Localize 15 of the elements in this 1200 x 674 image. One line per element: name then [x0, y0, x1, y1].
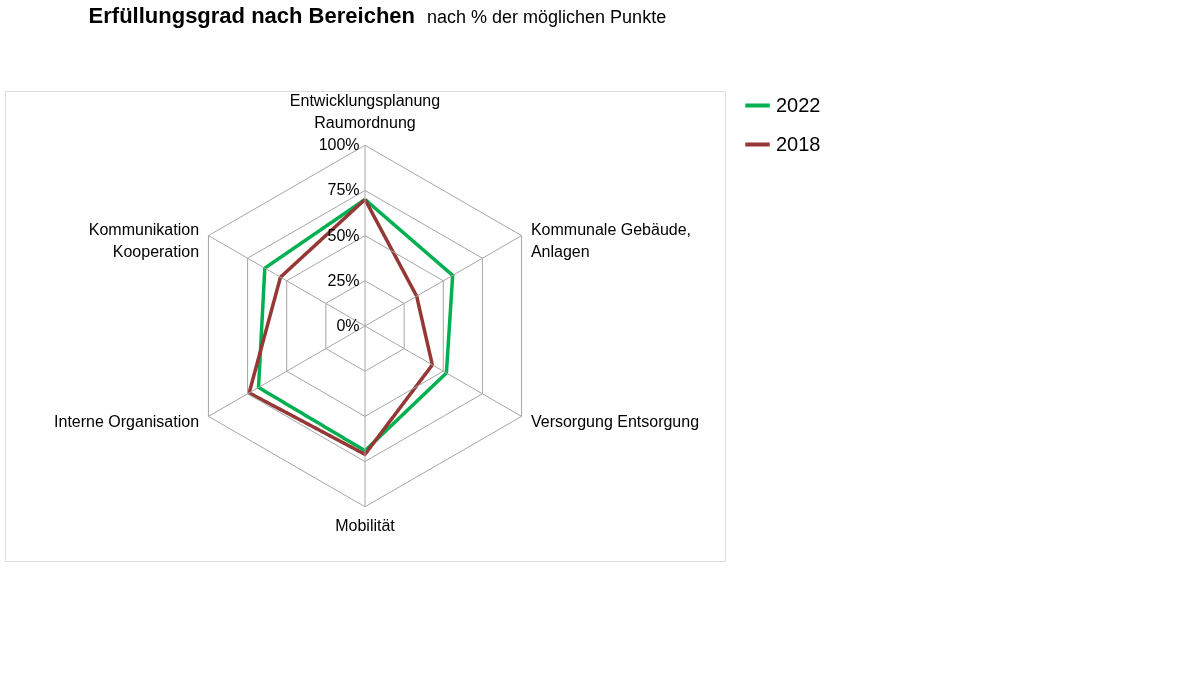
- y-tick-label: 25%: [327, 271, 360, 289]
- spoke-label: Interne Organisation: [54, 412, 200, 430]
- y-tick-label: 0%: [336, 317, 360, 334]
- chart-title: Erfüllungsgrad nach Bereichen: [88, 3, 415, 28]
- y-tick-label: 50%: [327, 226, 360, 244]
- legend-label: 2022: [776, 93, 821, 116]
- y-tick-label: 75%: [327, 181, 360, 199]
- spoke-label: Kommunikation Kooperation: [88, 221, 200, 261]
- legend-label: 2018: [776, 132, 821, 155]
- spoke-label: Versorgung Entsorgung: [530, 412, 700, 430]
- chart-subtitle: nach % der möglichen Punkte: [427, 7, 667, 27]
- spoke-label: Kommunale Gebäude, Anlagen: [530, 221, 692, 261]
- spoke-label: Entwicklungsplanung Raumordnung: [289, 92, 441, 132]
- spoke-label: Mobilität: [335, 516, 396, 534]
- y-tick-label: 100%: [318, 136, 360, 154]
